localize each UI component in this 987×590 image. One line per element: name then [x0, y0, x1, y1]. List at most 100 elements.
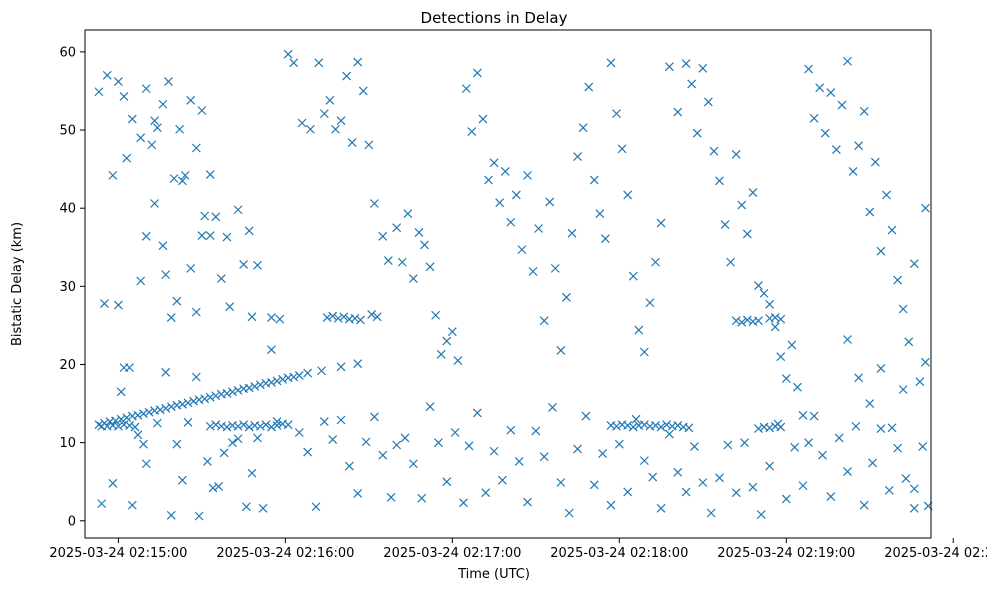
- data-point: [703, 97, 713, 107]
- data-point: [442, 477, 452, 487]
- data-point: [255, 421, 265, 431]
- data-point: [742, 229, 752, 239]
- data-point: [826, 492, 836, 502]
- data-point: [687, 79, 697, 89]
- data-point: [467, 127, 477, 137]
- x-tick-label: 2025-03-24 02:18:00: [550, 546, 688, 561]
- data-point: [194, 511, 204, 521]
- data-point: [726, 257, 736, 267]
- data-point: [837, 100, 847, 110]
- data-point: [698, 63, 708, 73]
- data-point: [809, 113, 819, 123]
- data-point: [102, 70, 112, 80]
- chart-title: Detections in Delay: [421, 9, 568, 27]
- data-point: [367, 310, 377, 319]
- data-point: [191, 372, 201, 382]
- y-tick-label: 40: [59, 202, 76, 217]
- data-point: [918, 442, 928, 451]
- data-point: [901, 474, 911, 484]
- data-point: [133, 410, 143, 420]
- data-point: [322, 313, 332, 323]
- data-point: [403, 209, 413, 219]
- data-point: [197, 106, 207, 115]
- data-point: [197, 231, 207, 240]
- data-point: [328, 435, 338, 444]
- data-point: [247, 468, 257, 478]
- data-point: [628, 271, 638, 281]
- data-point: [472, 68, 482, 78]
- data-point: [319, 109, 329, 119]
- data-point: [127, 114, 137, 124]
- data-point: [898, 385, 908, 394]
- data-point: [214, 481, 224, 491]
- data-point: [809, 411, 819, 421]
- data-point: [222, 422, 232, 432]
- data-point: [283, 49, 293, 59]
- data-point: [770, 313, 780, 323]
- data-point: [141, 84, 151, 94]
- data-point: [267, 313, 276, 323]
- data-point: [517, 245, 527, 255]
- data-point: [787, 340, 797, 350]
- data-point: [464, 441, 474, 451]
- data-point: [158, 241, 168, 251]
- data-point: [233, 434, 243, 444]
- data-point: [759, 288, 769, 298]
- data-point: [673, 421, 683, 430]
- data-point: [776, 314, 786, 324]
- data-point: [183, 398, 193, 408]
- data-point: [481, 488, 491, 498]
- data-point: [781, 494, 791, 504]
- data-point: [548, 403, 557, 412]
- data-point: [331, 124, 340, 134]
- data-point: [921, 203, 930, 213]
- data-point: [161, 367, 171, 377]
- data-point: [336, 415, 346, 425]
- data-point: [116, 387, 126, 397]
- data-point: [495, 198, 505, 208]
- data-point: [523, 170, 532, 180]
- data-point: [656, 503, 666, 513]
- data-point: [414, 227, 424, 237]
- data-point: [478, 114, 488, 124]
- data-point: [865, 399, 875, 408]
- data-point: [97, 499, 107, 509]
- data-point: [562, 292, 571, 302]
- data-point: [155, 405, 165, 415]
- data-point: [584, 82, 594, 92]
- data-point: [211, 212, 221, 222]
- data-point: [804, 438, 813, 448]
- data-point: [798, 481, 808, 491]
- x-tick-label: 2025-03-24 02:20:00: [884, 546, 987, 561]
- data-point: [673, 467, 683, 477]
- data-point: [651, 421, 660, 430]
- data-point: [169, 174, 179, 183]
- data-point: [172, 439, 182, 449]
- data-point: [272, 417, 282, 426]
- data-point: [150, 199, 159, 208]
- data-point: [567, 228, 577, 238]
- data-point: [311, 502, 321, 512]
- data-point: [754, 281, 763, 290]
- data-point: [859, 106, 869, 116]
- data-point: [136, 133, 146, 143]
- data-point: [303, 447, 313, 457]
- data-point: [664, 62, 674, 72]
- data-point: [815, 83, 825, 93]
- data-point: [715, 473, 724, 483]
- data-point: [353, 359, 363, 369]
- data-point: [826, 88, 836, 97]
- data-point: [589, 480, 599, 490]
- data-point: [241, 502, 251, 512]
- data-point: [200, 211, 210, 221]
- data-point: [400, 433, 410, 443]
- data-point: [514, 456, 524, 466]
- data-point: [420, 240, 429, 250]
- data-point: [392, 440, 402, 450]
- data-point: [765, 423, 775, 433]
- data-point: [461, 84, 471, 94]
- data-point: [731, 488, 741, 498]
- data-point: [358, 86, 368, 96]
